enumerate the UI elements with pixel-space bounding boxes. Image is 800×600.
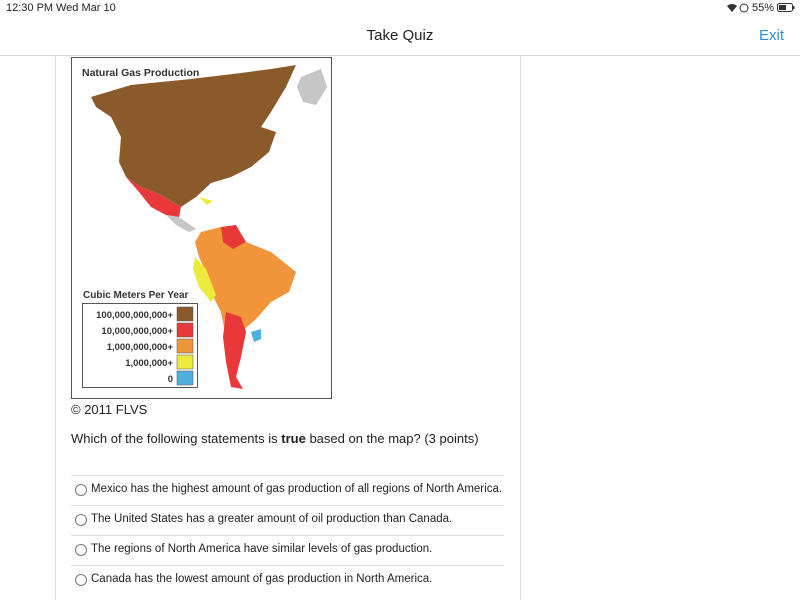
region-peru (193, 257, 216, 302)
region-caribbean (199, 197, 213, 205)
radio-button[interactable] (75, 514, 87, 526)
option-text[interactable]: The United States has a greater amount o… (91, 513, 453, 525)
region-central-america (166, 215, 196, 232)
status-bar: 12:30 PM Wed Mar 10 55% (0, 0, 800, 18)
legend-swatch (176, 370, 194, 386)
legend-label: 0 (168, 374, 173, 385)
divider (55, 56, 56, 600)
wifi-icon (727, 3, 749, 13)
divider (520, 56, 521, 600)
legend-swatch (176, 306, 194, 322)
legend-label: 1,000,000,000+ (107, 342, 174, 353)
radio-button[interactable] (75, 484, 87, 496)
region-venezuela (221, 225, 246, 249)
region-mexico (126, 177, 181, 217)
radio-button[interactable] (75, 574, 87, 586)
region-south-america (195, 227, 296, 357)
legend-label: 100,000,000,000+ (96, 310, 173, 321)
legend-label: 10,000,000,000+ (101, 326, 173, 337)
time: 12:30 PM (6, 2, 54, 14)
legend-swatch (176, 322, 194, 338)
date: Wed Mar 10 (56, 2, 116, 14)
legend: 100,000,000,000+ 10,000,000,000+ 1,000,000… (82, 303, 198, 388)
option-text[interactable]: Canada has the lowest amount of gas prod… (91, 573, 433, 585)
answer-option[interactable]: Canada has the lowest amount of gas prod… (71, 565, 504, 595)
legend-swatch (176, 354, 194, 370)
answer-option[interactable]: The regions of North America have simila… (71, 535, 504, 565)
legend-swatch (176, 338, 194, 354)
region-argentina (223, 312, 246, 389)
question-text: based on the map? (3 points) (305, 431, 479, 446)
map-title: Natural Gas Production (82, 67, 199, 79)
battery-percent: 55% (752, 2, 775, 14)
question-text: Which of the following statements is (71, 431, 282, 446)
page-title: Take Quiz (366, 27, 434, 44)
legend-label: 1,000,000+ (125, 358, 173, 369)
legend-title: Cubic Meters Per Year (83, 290, 189, 301)
radio-button[interactable] (75, 544, 87, 556)
map-image: Natural Gas Production Cubic Meters Per … (71, 57, 332, 399)
exit-button[interactable]: Exit (758, 27, 784, 44)
question: Which of the following statements is tru… (71, 431, 479, 446)
battery-icon (777, 3, 795, 12)
header: Take Quiz Exit (0, 18, 800, 56)
question-emphasis: true (281, 431, 306, 446)
option-text[interactable]: Mexico has the highest amount of gas pro… (91, 483, 503, 495)
answer-option[interactable]: Mexico has the highest amount of gas pro… (71, 475, 504, 505)
region-north-america (91, 65, 296, 207)
option-text[interactable]: The regions of North America have simila… (91, 543, 433, 555)
copyright: © 2011 FLVS (71, 402, 148, 417)
answer-option[interactable]: The United States has a greater amount o… (71, 505, 504, 535)
region-greenland (297, 69, 327, 105)
region-uruguay (251, 329, 261, 342)
